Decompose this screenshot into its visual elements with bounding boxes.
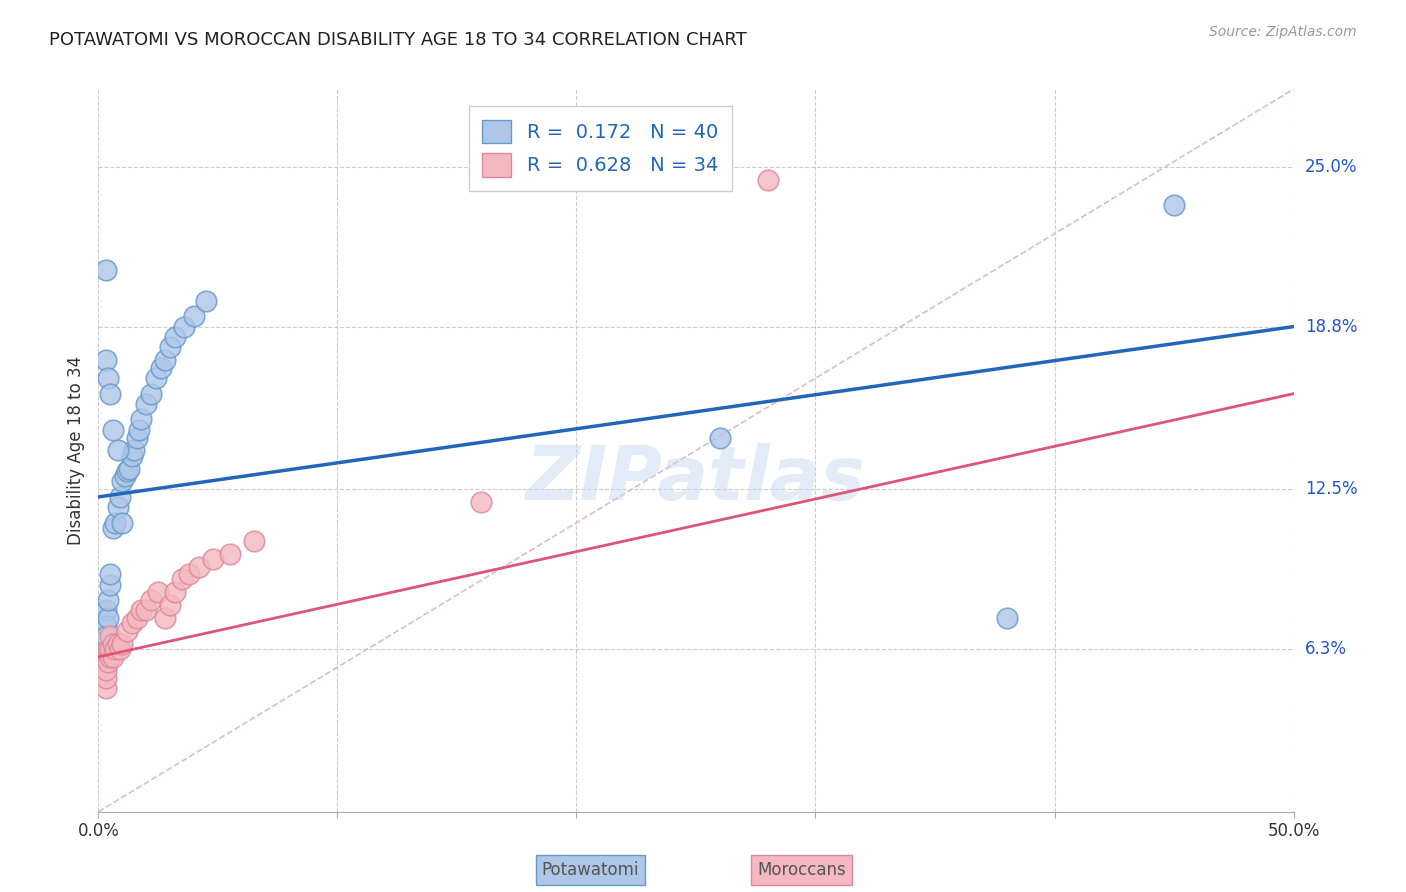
Point bbox=[97, 642, 120, 657]
Text: ZIPatlas: ZIPatlas bbox=[526, 442, 866, 516]
Text: POTAWATOMI VS MOROCCAN DISABILITY AGE 18 TO 34 CORRELATION CHART: POTAWATOMI VS MOROCCAN DISABILITY AGE 18… bbox=[49, 31, 747, 49]
Point bbox=[995, 611, 1018, 625]
Point bbox=[107, 637, 129, 651]
Point bbox=[125, 611, 148, 625]
Point bbox=[163, 585, 186, 599]
Point bbox=[111, 637, 134, 651]
Point bbox=[101, 637, 124, 651]
Point bbox=[115, 464, 138, 478]
Point bbox=[135, 397, 157, 411]
Legend: R =  0.172   N = 40, R =  0.628   N = 34: R = 0.172 N = 40, R = 0.628 N = 34 bbox=[468, 106, 733, 191]
Point bbox=[179, 567, 201, 582]
Point bbox=[104, 642, 127, 657]
Point bbox=[101, 423, 124, 437]
Point bbox=[98, 629, 122, 643]
Point bbox=[148, 585, 170, 599]
Text: 25.0%: 25.0% bbox=[1305, 158, 1357, 176]
Point bbox=[101, 521, 124, 535]
Text: Source: ZipAtlas.com: Source: ZipAtlas.com bbox=[1209, 25, 1357, 39]
Point bbox=[131, 603, 153, 617]
Point bbox=[187, 559, 209, 574]
Point bbox=[145, 371, 167, 385]
Point bbox=[115, 624, 138, 639]
Point bbox=[121, 616, 143, 631]
Point bbox=[173, 319, 195, 334]
Point bbox=[1163, 198, 1185, 212]
Point bbox=[172, 573, 194, 587]
Point bbox=[108, 642, 131, 657]
Point bbox=[107, 500, 129, 515]
Point bbox=[97, 371, 120, 385]
Point bbox=[243, 533, 266, 548]
Point bbox=[470, 495, 492, 509]
Point bbox=[219, 547, 242, 561]
Point bbox=[94, 619, 117, 633]
Y-axis label: Disability Age 18 to 34: Disability Age 18 to 34 bbox=[66, 356, 84, 545]
Point bbox=[94, 681, 117, 695]
Point bbox=[128, 423, 150, 437]
Point bbox=[98, 642, 122, 657]
Point bbox=[183, 310, 205, 324]
Point bbox=[124, 443, 146, 458]
Point bbox=[163, 330, 186, 344]
Point bbox=[118, 461, 141, 475]
Point bbox=[94, 603, 117, 617]
Text: 12.5%: 12.5% bbox=[1305, 480, 1357, 498]
Point bbox=[108, 490, 131, 504]
Text: Potawatomi: Potawatomi bbox=[541, 861, 640, 879]
Point bbox=[97, 611, 120, 625]
Point bbox=[139, 386, 162, 401]
Text: Moroccans: Moroccans bbox=[756, 861, 846, 879]
Point bbox=[114, 469, 136, 483]
Point bbox=[94, 671, 117, 685]
Point bbox=[111, 516, 134, 530]
Point bbox=[125, 431, 148, 445]
Point bbox=[94, 649, 117, 664]
Point bbox=[121, 449, 143, 463]
Point bbox=[135, 603, 157, 617]
Point bbox=[94, 663, 117, 677]
Point bbox=[111, 475, 134, 489]
Point bbox=[94, 263, 117, 277]
Point bbox=[98, 577, 122, 591]
Point bbox=[97, 655, 120, 669]
Text: 18.8%: 18.8% bbox=[1305, 318, 1357, 335]
Point bbox=[101, 649, 124, 664]
Point bbox=[159, 599, 181, 613]
Point bbox=[98, 386, 122, 401]
Point bbox=[159, 340, 181, 354]
Point bbox=[104, 516, 127, 530]
Point bbox=[107, 443, 129, 458]
Point bbox=[94, 645, 117, 659]
Point bbox=[709, 431, 731, 445]
Point bbox=[202, 551, 225, 566]
Point bbox=[149, 360, 172, 375]
Point bbox=[139, 593, 162, 607]
Point bbox=[756, 172, 779, 186]
Text: 6.3%: 6.3% bbox=[1305, 640, 1347, 658]
Point bbox=[195, 293, 218, 308]
Point bbox=[131, 412, 153, 426]
Point bbox=[97, 593, 120, 607]
Point bbox=[155, 611, 177, 625]
Point bbox=[94, 629, 117, 643]
Point bbox=[94, 353, 117, 368]
Point bbox=[155, 353, 177, 368]
Point bbox=[98, 649, 122, 664]
Point bbox=[98, 567, 122, 582]
